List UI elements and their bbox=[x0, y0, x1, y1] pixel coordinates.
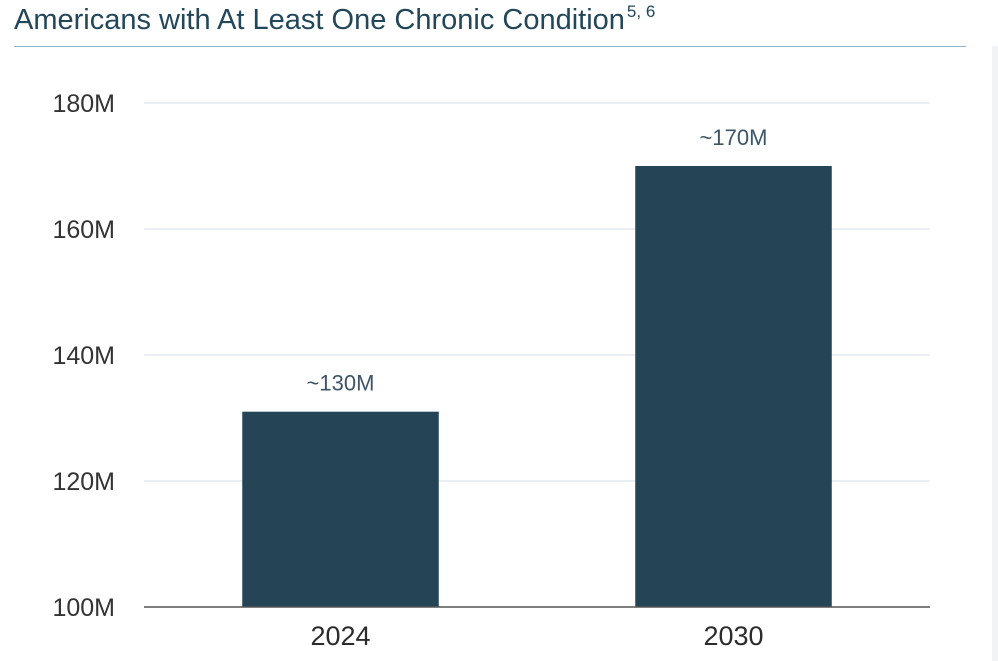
bar-2024 bbox=[242, 411, 439, 607]
y-tick-label: 100M bbox=[52, 594, 115, 622]
bars bbox=[242, 166, 832, 607]
bar-2030 bbox=[635, 166, 832, 607]
x-axis-categories: 2024 2030 bbox=[310, 621, 763, 651]
x-category-label: 2024 bbox=[310, 621, 370, 651]
y-axis-ticks: 100M 120M 140M 160M 180M bbox=[52, 90, 115, 622]
y-tick-label: 120M bbox=[52, 468, 115, 496]
page-edge bbox=[992, 46, 998, 661]
chart-title-text: Americans with At Least One Chronic Cond… bbox=[14, 4, 625, 36]
x-category-label: 2030 bbox=[703, 621, 763, 651]
y-tick-label: 160M bbox=[52, 216, 115, 244]
data-labels: ~130M ~170M bbox=[307, 125, 768, 396]
title-footnote-refs: 5, 6 bbox=[626, 2, 656, 21]
title-block: Americans with At Least One Chronic Cond… bbox=[14, 0, 966, 47]
chart-title: Americans with At Least One Chronic Cond… bbox=[14, 2, 655, 37]
y-tick-label: 180M bbox=[52, 90, 115, 118]
y-tick-label: 140M bbox=[52, 342, 115, 370]
data-label-2030: ~170M bbox=[700, 125, 768, 150]
data-label-2024: ~130M bbox=[307, 371, 375, 396]
